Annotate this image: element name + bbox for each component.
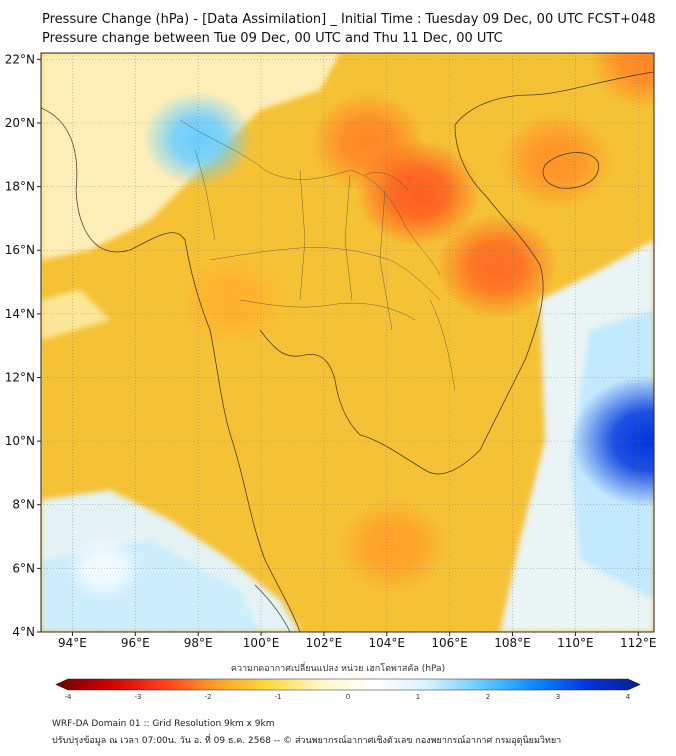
field-high-change-laos-vietnam — [356, 139, 481, 247]
lon-tick-label: 108°E — [494, 636, 531, 650]
field-high-change-northeast — [589, 53, 654, 110]
colorbar-tick-label: -1 — [275, 693, 282, 701]
chart-subtitle: Pressure change between Tue 09 Dec, 00 U… — [42, 31, 503, 46]
colorbar: -4 -3 -2 -1 0 1 2 3 4 — [55, 678, 641, 701]
lat-tick-label: 18°N — [5, 180, 35, 194]
colorbar-tick-label: 3 — [556, 693, 560, 701]
lon-tick-label: 102°E — [306, 636, 343, 650]
field-high-change-gulf — [337, 498, 449, 594]
admin-borders — [179, 119, 456, 391]
colorbar-tick-label: 2 — [486, 693, 490, 701]
colorbar-title: ความกดอากาศเปลี่ยนแปลง หน่วย เฮกโตพาสคัล… — [230, 664, 446, 674]
lon-tick-label: 112°E — [620, 636, 657, 650]
field-rise-east-sea — [571, 375, 654, 507]
lon-tick-label: 104°E — [369, 636, 406, 650]
lon-tick-label: 94°E — [58, 636, 87, 650]
colorbar-tick-label: -2 — [205, 693, 212, 701]
footer-model-info: WRF-DA Domain 01 :: Grid Resolution 9km … — [52, 719, 275, 729]
colorbar-tick-label: 1 — [416, 693, 420, 701]
field-rise-myanmar — [142, 91, 254, 187]
lon-tick-label: 98°E — [184, 636, 213, 650]
colorbar-tick-label: -3 — [135, 693, 142, 701]
lat-tick-label: 22°N — [5, 52, 35, 66]
coastlines — [41, 71, 654, 632]
colorbar-tick-label: 4 — [626, 693, 631, 701]
chart-title: Pressure Change (hPa) - [Data Assimilati… — [42, 12, 656, 27]
field-high-change-hainan — [499, 112, 614, 210]
lon-tick-label: 100°E — [243, 636, 280, 650]
lat-tick-label: 10°N — [5, 434, 35, 448]
lat-tick-label: 20°N — [5, 116, 35, 130]
lat-tick-label: 8°N — [12, 498, 35, 512]
colorbar-ramp — [55, 678, 641, 691]
graticule — [41, 53, 654, 633]
lon-tick-label: 96°E — [121, 636, 150, 650]
colorbar-tick-label: 0 — [346, 693, 350, 701]
lon-tick-label: 110°E — [557, 636, 594, 650]
lat-tick-label: 6°N — [12, 561, 35, 575]
lon-tick-label: 106°E — [431, 636, 468, 650]
lat-tick-label: 16°N — [5, 243, 35, 257]
footer-credit: ปรับปรุงข้อมูล ณ เวลา 07:00น. วัน อ. ที่… — [52, 736, 562, 746]
lat-tick-label: 12°N — [5, 370, 35, 384]
map-axes: 94°E 96°E 98°E 100°E 102°E 104°E 106°E 108°E 110… — [5, 52, 657, 650]
field-rise-andaman — [65, 535, 143, 602]
colorbar-tick-label: -4 — [65, 693, 73, 701]
lat-tick-label: 4°N — [12, 625, 35, 639]
lat-tick-label: 14°N — [5, 307, 35, 321]
field-high-change-central-vietnam — [436, 213, 558, 319]
field-high-change-west-thailand — [180, 255, 286, 347]
